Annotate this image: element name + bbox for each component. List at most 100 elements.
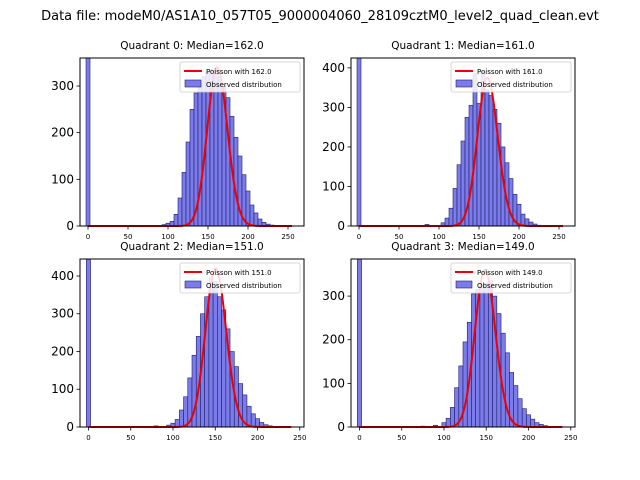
x-tick-label: 200: [522, 434, 535, 442]
histogram-bar: [173, 214, 179, 227]
y-tick-label: 300: [51, 307, 74, 321]
x-tick-label: 200: [251, 434, 264, 442]
x-tick-label: 250: [293, 434, 306, 442]
histogram-bar: [456, 164, 462, 227]
histogram-bar: [212, 281, 218, 428]
y-tick-label: 0: [66, 219, 74, 233]
legend-box: [179, 262, 301, 294]
histogram-bar: [444, 217, 450, 227]
histogram-bar: [181, 172, 187, 227]
legend-label-poisson: Poisson with 161.0: [477, 68, 543, 76]
histogram-bar: [483, 282, 489, 428]
axes-frame: [350, 57, 576, 227]
histogram-bar: [177, 197, 183, 227]
legend-box: [179, 61, 301, 93]
histogram-bar: [517, 398, 523, 428]
y-tick-label: 100: [51, 382, 74, 396]
y-tick-label: 200: [51, 126, 74, 140]
histogram-bar: [356, 57, 362, 227]
x-tick-label: 0: [357, 434, 361, 442]
legend-label-poisson: Poisson with 149.0: [477, 269, 543, 277]
legend-bar-swatch: [455, 79, 473, 88]
histogram-bar: [479, 284, 485, 428]
y-tick-label: 0: [337, 420, 345, 434]
histogram-bar: [452, 188, 458, 227]
legend: Poisson with 151.0 Observed distribution: [179, 262, 301, 294]
panel-title: Quadrant 2: Median=151.0: [120, 241, 263, 253]
panel-quadrant-3: 0 50 100 150 200 250 0 100 200 300 Quadrant 3: Med…: [322, 241, 577, 442]
axes-frame: [79, 258, 305, 428]
histogram-bar: [526, 414, 531, 428]
y-tick-label: 200: [322, 333, 345, 347]
histogram-bar: [530, 418, 536, 428]
histogram-bar: [197, 83, 203, 227]
legend-label-poisson: Poisson with 151.0: [206, 269, 272, 277]
histogram-bar: [445, 417, 451, 428]
histogram-bar: [521, 408, 527, 428]
x-tick-label: 0: [86, 233, 90, 241]
x-tick-label: 0: [86, 434, 90, 442]
histogram-bar: [255, 418, 260, 428]
x-tick-label: 0: [357, 233, 361, 241]
histogram-bar: [217, 296, 222, 428]
histogram-bar: [454, 387, 460, 428]
legend-label-observed: Observed distribution: [477, 282, 553, 290]
histogram-bar: [253, 212, 259, 227]
y-tick-label: 0: [66, 420, 74, 434]
y-tick-label: 300: [322, 289, 345, 303]
legend-label-observed: Observed distribution: [206, 81, 282, 89]
x-tick-label: 50: [124, 233, 133, 241]
x-tick-label: 150: [209, 434, 222, 442]
y-tick-label: 400: [51, 269, 74, 283]
histogram-bar: [217, 76, 223, 227]
legend-label-observed: Observed distribution: [206, 282, 282, 290]
legend-bar-swatch: [184, 79, 202, 88]
panel-title: Quadrant 0: Median=162.0: [120, 40, 263, 52]
legend-bar-swatch: [184, 280, 202, 289]
legend-label-poisson: Poisson with 162.0: [206, 68, 272, 76]
figure-title: Data file: modeM0/AS1A10_057T05_90000040…: [41, 9, 599, 24]
y-tick-label: 100: [322, 179, 345, 193]
x-tick-label: 150: [472, 233, 485, 241]
legend-bar-swatch: [455, 280, 473, 289]
histogram-bar: [183, 396, 189, 428]
x-tick-label: 50: [397, 434, 406, 442]
y-tick-label: 100: [51, 172, 74, 186]
y-tick-label: 300: [322, 100, 345, 114]
histogram-bar: [179, 409, 184, 428]
x-tick-label: 200: [241, 233, 254, 241]
x-tick-label: 250: [281, 233, 294, 241]
panel-title: Quadrant 3: Median=149.0: [391, 241, 534, 253]
histogram-bar: [205, 71, 211, 227]
histogram-bar: [484, 89, 490, 227]
histogram-bar: [488, 95, 494, 227]
histogram-bar: [189, 109, 195, 227]
x-tick-label: 50: [126, 434, 135, 442]
histogram-bar: [213, 69, 219, 227]
panel-quadrant-2: 0 50 100 150 200 250 0 100 200 300 400 Quadrant 2: …: [51, 241, 306, 442]
histogram-bar: [460, 140, 466, 227]
x-tick-label: 150: [201, 233, 214, 241]
histogram-bar: [462, 341, 468, 428]
y-tick-label: 400: [322, 61, 345, 75]
panel-quadrant-1: 0 50 100 150 200 250 0 100 200 300 400 Quadrant 1: …: [322, 40, 576, 241]
histogram-bar: [86, 258, 91, 428]
x-tick-label: 50: [395, 233, 404, 241]
panel-title: Quadrant 1: Median=161.0: [391, 40, 534, 52]
y-tick-label: 200: [322, 140, 345, 154]
legend-box: [450, 262, 572, 294]
histogram-bar: [450, 407, 455, 428]
legend-label-observed: Observed distribution: [477, 81, 553, 89]
histogram-bar: [357, 258, 362, 428]
histogram-bar: [513, 385, 519, 428]
x-tick-label: 200: [512, 233, 525, 241]
y-tick-label: 200: [51, 344, 74, 358]
x-tick-label: 250: [564, 434, 577, 442]
legend: Poisson with 162.0 Observed distribution: [179, 61, 301, 93]
x-tick-label: 150: [480, 434, 493, 442]
y-tick-label: 300: [51, 79, 74, 93]
y-tick-label: 0: [337, 219, 345, 233]
histogram-bar: [85, 57, 91, 227]
legend: Poisson with 161.0 Observed distribution: [450, 61, 572, 93]
